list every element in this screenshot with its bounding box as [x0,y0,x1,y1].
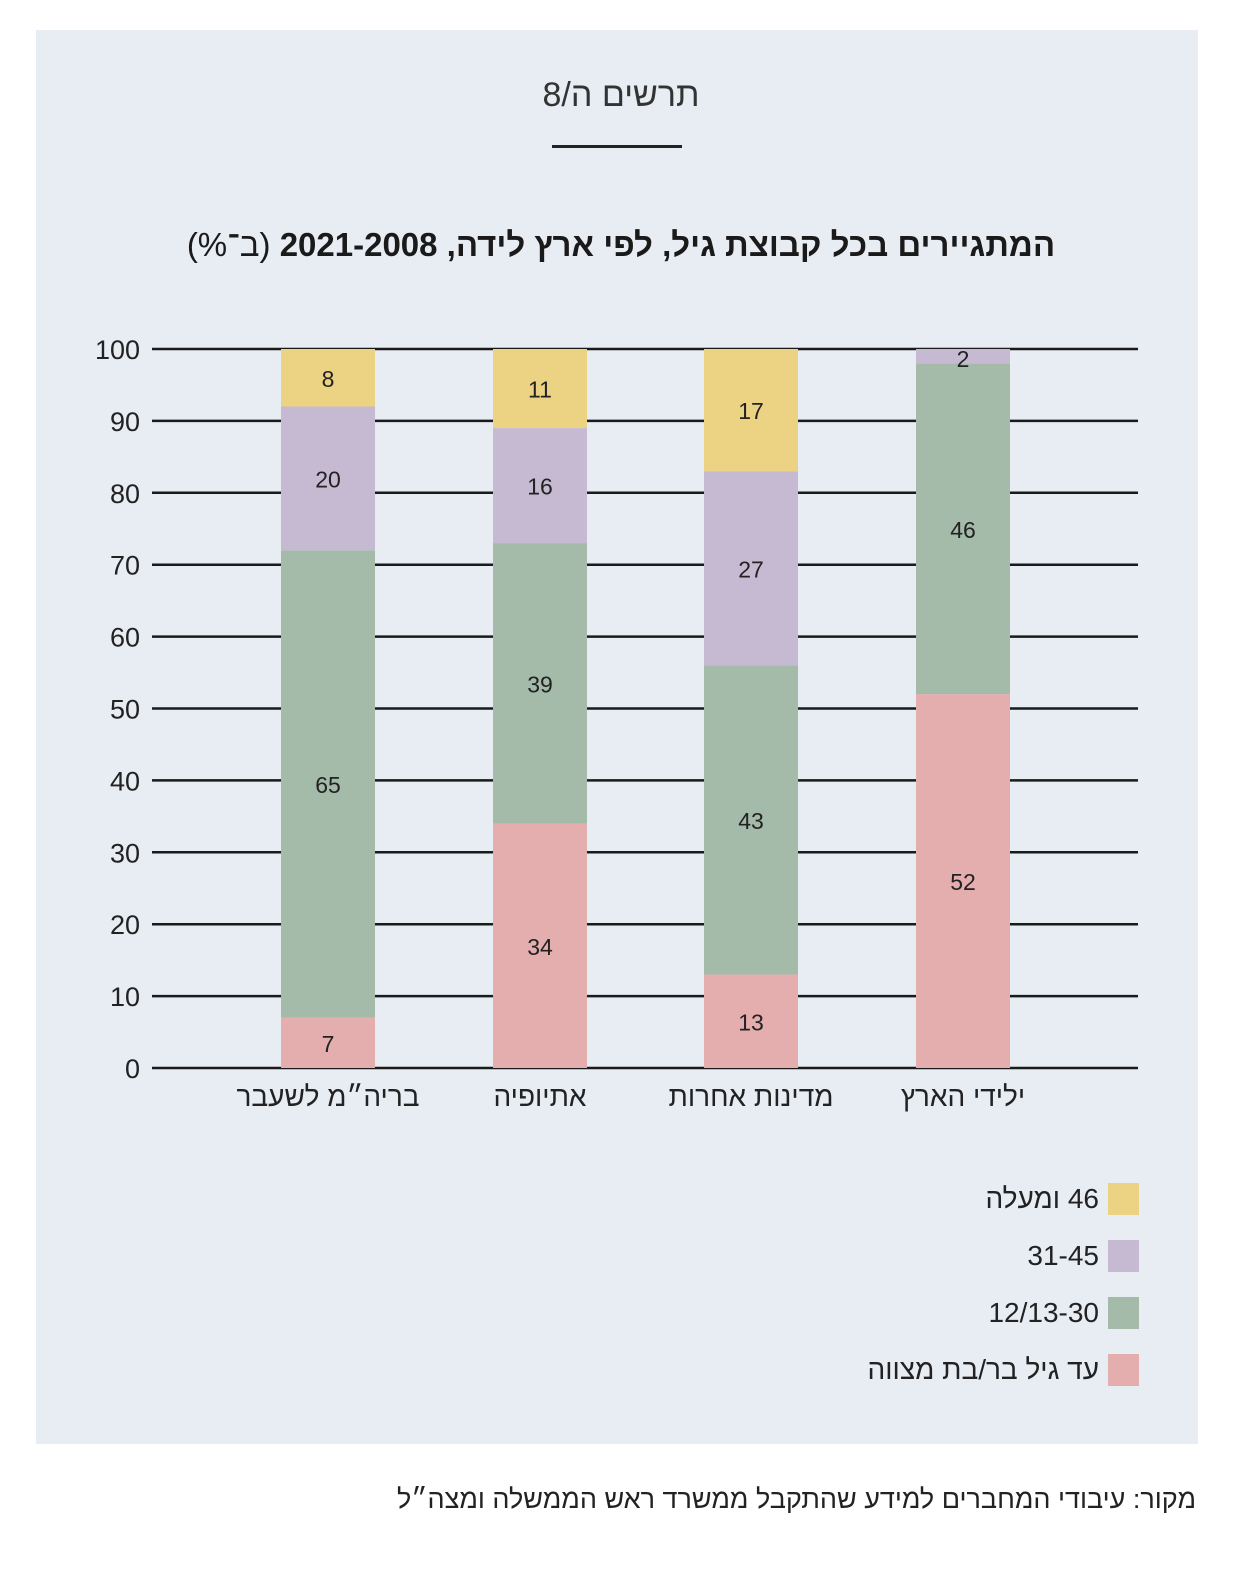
bar-segment [281,349,375,407]
legend-swatch [1108,1183,1139,1215]
bar-segment [704,349,798,472]
data-label: 46 [950,517,976,543]
x-tick-label: אתיופיה [493,1081,586,1112]
data-label: 65 [315,772,341,798]
bar-segment [493,543,587,824]
y-tick-label: 50 [110,695,140,725]
data-label: 13 [738,1009,764,1035]
legend-label: 46 ומעלה [986,1183,1100,1214]
x-tick-label: מדינות אחרות [669,1081,834,1112]
y-tick-label: 60 [110,623,140,653]
y-tick-label: 70 [110,551,140,581]
data-label: 2 [957,346,970,372]
data-label: 52 [950,869,976,895]
data-label: 7 [322,1031,335,1057]
figure-label: תרשים ה/8 [542,76,700,114]
bar-segment [916,694,1010,1068]
legend-label: 31-45 [1027,1240,1099,1271]
legend-swatch [1108,1354,1139,1386]
legend-label: עד גיל בר/בת מצווה [868,1354,1099,1385]
bar-segment [493,428,587,544]
y-tick-label: 0 [125,1054,140,1084]
bar-segment [916,363,1010,695]
data-label: 39 [527,671,553,697]
data-label: 43 [738,808,764,834]
legend-label: 12/13-30 [988,1297,1099,1328]
data-label: 20 [315,466,341,492]
data-label: 16 [527,474,553,500]
bar-segment [493,823,587,1068]
y-tick-label: 40 [110,766,140,796]
bar-segment [281,550,375,1018]
bar-segment [704,665,798,975]
x-tick-label: ילידי הארץ [901,1081,1025,1112]
data-label: 27 [738,556,764,582]
y-tick-label: 30 [110,838,140,868]
legend-swatch [1108,1240,1139,1272]
bar-segment [704,471,798,666]
title-divider [552,145,682,148]
x-tick-label: בריה״מ לשעבר [236,1081,419,1112]
data-label: 17 [738,398,764,424]
bar-segment [916,349,1010,364]
y-tick-label: 100 [95,335,140,365]
bar-segment [281,1017,375,1068]
data-label: 8 [322,366,335,392]
y-tick-label: 90 [110,407,140,437]
chart-title: המתגיירים בכל קבוצת גיל, לפי ארץ לידה, 2… [0,226,1242,264]
legend-swatch [1108,1297,1139,1329]
y-tick-label: 80 [110,479,140,509]
chart-title-unit: (ב־%) [186,226,271,263]
bar-segment [281,406,375,551]
bar-segment [704,974,798,1068]
source-note: מקור: עיבודי המחברים למידע שהתקבל ממשרד … [396,1484,1196,1514]
y-tick-label: 20 [110,910,140,940]
y-tick-label: 10 [110,982,140,1012]
bar-segment [493,349,587,429]
data-label: 11 [528,377,552,403]
data-label: 34 [527,934,553,960]
stacked-bar-chart: 0 10 20 30 40 50 60 70 80 90 100 7 65 20 8 בריה״מ לשעבר… [95,335,1139,1386]
chart-title-text: המתגיירים בכל קבוצת גיל, לפי ארץ לידה, 2… [279,226,1056,263]
